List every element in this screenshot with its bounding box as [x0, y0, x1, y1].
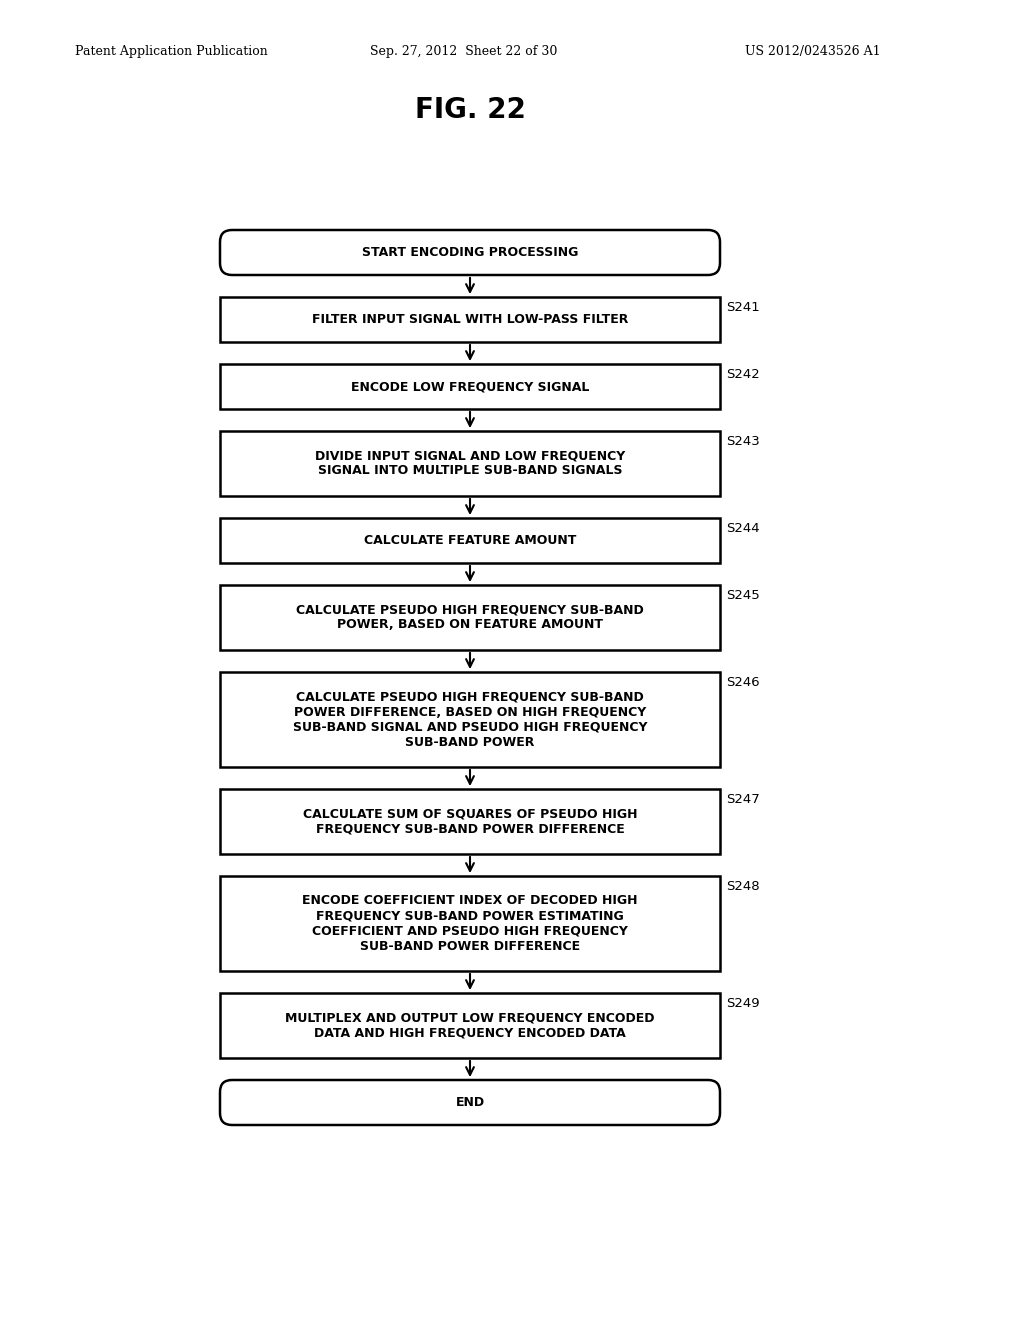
Text: US 2012/0243526 A1: US 2012/0243526 A1: [745, 45, 881, 58]
Text: ENCODE COEFFICIENT INDEX OF DECODED HIGH
FREQUENCY SUB-BAND POWER ESTIMATING
COE: ENCODE COEFFICIENT INDEX OF DECODED HIGH…: [302, 895, 638, 953]
Text: CALCULATE PSEUDO HIGH FREQUENCY SUB-BAND
POWER, BASED ON FEATURE AMOUNT: CALCULATE PSEUDO HIGH FREQUENCY SUB-BAND…: [296, 603, 644, 631]
Bar: [220, 789, 720, 854]
FancyBboxPatch shape: [220, 1080, 720, 1125]
Text: CALCULATE FEATURE AMOUNT: CALCULATE FEATURE AMOUNT: [364, 535, 577, 546]
Text: FIG. 22: FIG. 22: [415, 96, 525, 124]
Text: S243: S243: [726, 436, 760, 447]
Text: S247: S247: [726, 793, 760, 807]
Bar: [220, 297, 720, 342]
Text: START ENCODING PROCESSING: START ENCODING PROCESSING: [361, 246, 579, 259]
Text: S245: S245: [726, 589, 760, 602]
Text: S242: S242: [726, 368, 760, 381]
Text: MULTIPLEX AND OUTPUT LOW FREQUENCY ENCODED
DATA AND HIGH FREQUENCY ENCODED DATA: MULTIPLEX AND OUTPUT LOW FREQUENCY ENCOD…: [286, 1011, 654, 1040]
Bar: [220, 993, 720, 1059]
Text: CALCULATE SUM OF SQUARES OF PSEUDO HIGH
FREQUENCY SUB-BAND POWER DIFFERENCE: CALCULATE SUM OF SQUARES OF PSEUDO HIGH …: [303, 808, 637, 836]
Bar: [220, 672, 720, 767]
Bar: [220, 517, 720, 564]
Text: S249: S249: [726, 997, 760, 1010]
Text: S244: S244: [726, 521, 760, 535]
Bar: [220, 585, 720, 649]
Bar: [220, 432, 720, 496]
Text: FILTER INPUT SIGNAL WITH LOW-PASS FILTER: FILTER INPUT SIGNAL WITH LOW-PASS FILTER: [312, 313, 628, 326]
FancyBboxPatch shape: [220, 230, 720, 275]
Text: Sep. 27, 2012  Sheet 22 of 30: Sep. 27, 2012 Sheet 22 of 30: [370, 45, 557, 58]
Text: DIVIDE INPUT SIGNAL AND LOW FREQUENCY
SIGNAL INTO MULTIPLE SUB-BAND SIGNALS: DIVIDE INPUT SIGNAL AND LOW FREQUENCY SI…: [314, 450, 625, 478]
Bar: [220, 364, 720, 409]
Text: Patent Application Publication: Patent Application Publication: [75, 45, 267, 58]
Bar: [220, 876, 720, 972]
Text: S248: S248: [726, 880, 760, 894]
Text: CALCULATE PSEUDO HIGH FREQUENCY SUB-BAND
POWER DIFFERENCE, BASED ON HIGH FREQUEN: CALCULATE PSEUDO HIGH FREQUENCY SUB-BAND…: [293, 690, 647, 748]
Text: S246: S246: [726, 676, 760, 689]
Text: S241: S241: [726, 301, 760, 314]
Text: END: END: [456, 1096, 484, 1109]
Text: ENCODE LOW FREQUENCY SIGNAL: ENCODE LOW FREQUENCY SIGNAL: [351, 380, 589, 393]
